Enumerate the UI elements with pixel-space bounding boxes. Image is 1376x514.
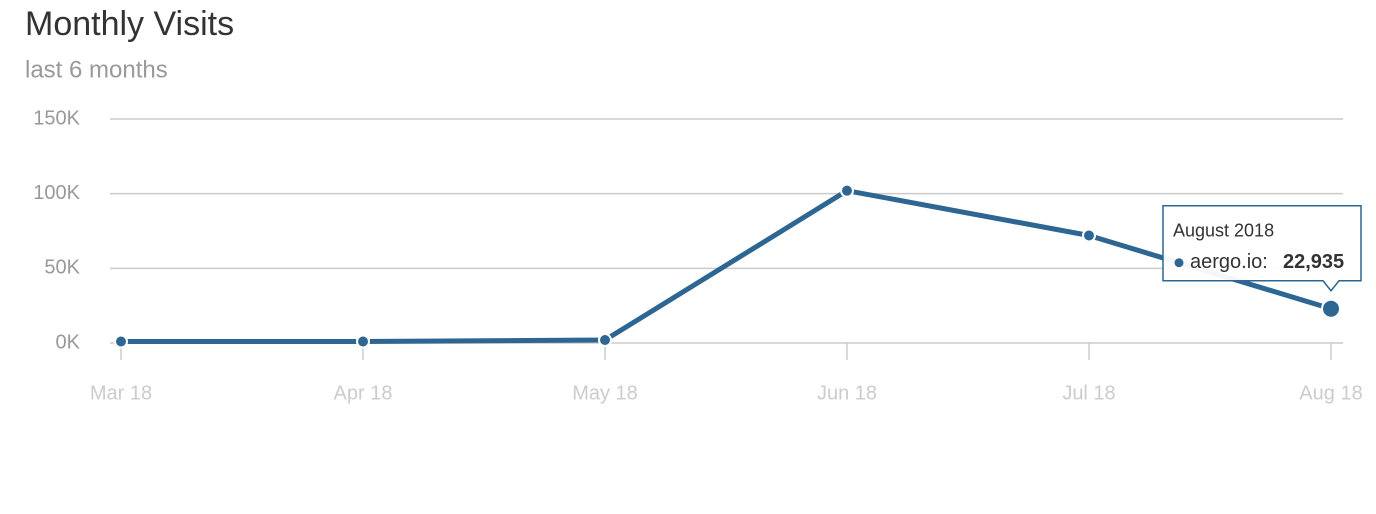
tooltip-value: 22,935 bbox=[1283, 251, 1344, 273]
x-tick-label: Jun 18 bbox=[817, 382, 877, 404]
series-line bbox=[121, 188, 1332, 345]
chart-subtitle: last 6 months bbox=[25, 56, 168, 83]
x-tick-label: Mar 18 bbox=[90, 382, 152, 404]
data-point bbox=[598, 333, 612, 348]
data-point bbox=[1321, 298, 1341, 319]
chart-title: Monthly Visits bbox=[25, 5, 234, 43]
x-tick-label: Aug 18 bbox=[1299, 382, 1362, 404]
data-point bbox=[114, 334, 128, 349]
data-point bbox=[1082, 228, 1096, 243]
tooltip-box bbox=[1162, 205, 1362, 292]
x-tick-label: Jul 18 bbox=[1062, 382, 1115, 404]
y-tick-label: 50K bbox=[44, 257, 80, 279]
y-tick-label: 150K bbox=[33, 107, 80, 129]
tooltip: August 2018 aergo.io: 22,935 bbox=[1162, 205, 1362, 292]
x-tick-label: May 18 bbox=[572, 382, 638, 404]
data-point bbox=[840, 183, 854, 198]
data-point bbox=[356, 334, 370, 349]
tooltip-label: aergo.io: bbox=[1190, 251, 1268, 273]
y-tick-label: 0K bbox=[56, 331, 81, 353]
x-tick-label: Apr 18 bbox=[334, 382, 393, 404]
tooltip-dot bbox=[1174, 258, 1184, 268]
tooltip-title: August 2018 bbox=[1173, 221, 1274, 241]
y-tick-label: 100K bbox=[33, 182, 80, 204]
